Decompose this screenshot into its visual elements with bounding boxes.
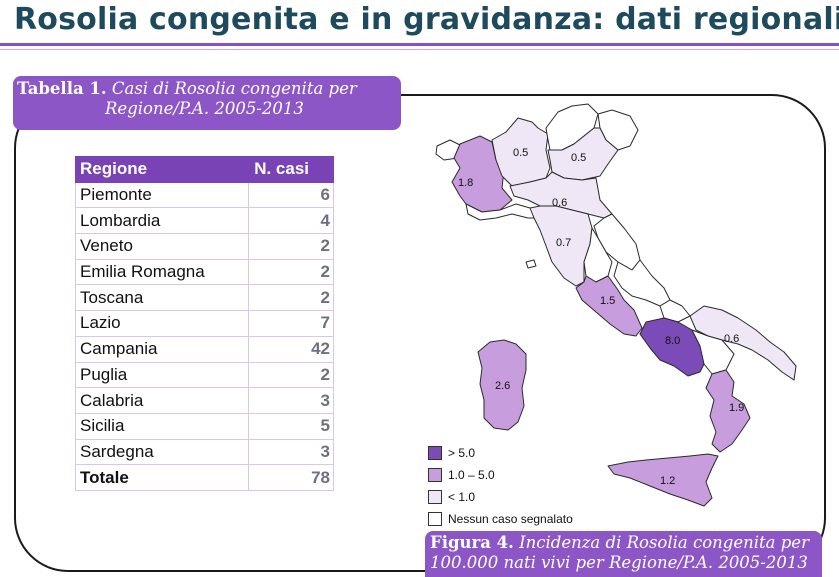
table-row: Emilia Romagna 2 xyxy=(75,258,334,286)
map-label-campania: 8.0 xyxy=(665,335,680,347)
legend-swatch xyxy=(428,446,442,460)
content-frame xyxy=(14,94,826,572)
figure-caption-line2: 100.000 nati vivi per Regione/P.A. 2005-… xyxy=(430,553,808,572)
region-cell: Lazio xyxy=(75,310,249,337)
total-label-cell: Totale xyxy=(75,464,249,491)
page-title: Rosolia congenita e in gravidanza: dati … xyxy=(14,2,839,37)
map-label-puglia: 0.6 xyxy=(724,333,739,345)
map-region-sicilia xyxy=(607,453,719,507)
legend-swatch xyxy=(428,490,442,504)
legend-item: < 1.0 xyxy=(428,486,573,508)
table-row: Toscana 2 xyxy=(75,284,334,312)
title-divider-thin xyxy=(0,49,839,50)
table-caption-line1: Casi di Rosolia congenita per xyxy=(111,79,357,98)
figure-caption: Figura 4. Incidenza di Rosolia congenita… xyxy=(425,531,822,577)
legend-item: Nessun caso segnalato xyxy=(428,508,573,530)
total-value-cell: 78 xyxy=(248,464,334,491)
table-row: Calabria 3 xyxy=(75,387,334,414)
cases-cell: 4 xyxy=(248,207,334,235)
map-label-sicilia: 1.2 xyxy=(660,475,675,487)
column-header-cases: N. casi xyxy=(248,156,334,183)
legend-label: 1.0 – 5.0 xyxy=(448,468,495,482)
figure-caption-line1: Incidenza di Rosolia congenita per xyxy=(519,533,809,552)
table-caption-line2: Regione/P.A. 2005-2013 xyxy=(105,99,304,118)
legend-swatch xyxy=(428,468,442,482)
map-region-toscana xyxy=(529,205,593,287)
table-caption-label: Tabella 1. xyxy=(17,79,107,98)
region-cell: Campania xyxy=(75,335,249,363)
table-caption: Tabella 1. Casi di Rosolia congenita per… xyxy=(13,76,401,130)
map-island-elba xyxy=(525,259,537,269)
map-region-lombardia xyxy=(491,117,551,187)
figure-caption-label: Figura 4. xyxy=(430,533,514,552)
legend-label: Nessun caso segnalato xyxy=(448,512,573,526)
region-cell: Calabria xyxy=(75,387,249,414)
cases-cell: 7 xyxy=(248,310,334,337)
map-label-piemonte: 1.8 xyxy=(458,177,473,189)
cases-cell: 3 xyxy=(248,387,334,414)
map-label-calabria: 1.9 xyxy=(729,402,744,414)
legend-item: 1.0 – 5.0 xyxy=(428,464,573,486)
table-total-row: Totale 78 xyxy=(75,464,334,491)
region-cell: Veneto xyxy=(75,233,249,260)
legend-label: < 1.0 xyxy=(448,490,476,504)
table-row: Sicilia 5 xyxy=(75,412,334,440)
map-region-liguria xyxy=(465,203,539,221)
cases-cell: 3 xyxy=(248,438,334,466)
region-cell: Emilia Romagna xyxy=(75,258,249,286)
cases-cell: 2 xyxy=(248,284,334,312)
region-cell: Puglia xyxy=(75,361,249,389)
cases-cell: 2 xyxy=(248,233,334,260)
region-cell: Sardegna xyxy=(75,438,249,466)
region-cell: Toscana xyxy=(75,284,249,312)
map-legend: > 5.0 1.0 – 5.0 < 1.0 Nessun caso segnal… xyxy=(428,442,573,530)
map-label-veneto: 0.5 xyxy=(571,152,586,164)
cases-cell: 42 xyxy=(248,335,334,363)
map-label-toscana: 0.7 xyxy=(556,237,571,249)
region-cell: Sicilia xyxy=(75,412,249,440)
column-header-region: Regione xyxy=(75,156,249,183)
cases-cell: 6 xyxy=(248,181,334,209)
table-row: Veneto 2 xyxy=(75,233,334,260)
table-row: Lazio 7 xyxy=(75,310,334,337)
title-divider xyxy=(0,43,839,46)
table-header-row: Regione N. casi xyxy=(75,156,334,183)
map-region-campania xyxy=(639,317,707,377)
table-row: Piemonte 6 xyxy=(75,181,334,209)
map-label-lombardia: 0.5 xyxy=(513,147,528,159)
map-region-sardegna xyxy=(477,339,527,431)
map-label-lazio: 1.5 xyxy=(600,295,615,307)
legend-swatch xyxy=(428,512,442,526)
legend-label: > 5.0 xyxy=(448,446,476,460)
map-region-lazio xyxy=(575,275,643,337)
map-region-calabria xyxy=(705,369,751,453)
cases-cell: 5 xyxy=(248,412,334,440)
table-row: Lombardia 4 xyxy=(75,207,334,235)
region-cell: Piemonte xyxy=(75,181,249,209)
table-row: Sardegna 3 xyxy=(75,438,334,466)
map-label-sardegna: 2.6 xyxy=(495,380,510,392)
cases-table: Regione N. casi Piemonte 6 Lombardia 4 Ven… xyxy=(75,156,334,491)
region-cell: Lombardia xyxy=(75,207,249,235)
italy-incidence-map: 0.5 0.5 1.8 0.6 0.7 1.5 8.0 0.6 2.6 1.9 … xyxy=(435,103,797,507)
table-row: Puglia 2 xyxy=(75,361,334,389)
cases-cell: 2 xyxy=(248,258,334,286)
table-row: Campania 42 xyxy=(75,335,334,363)
map-label-emilia: 0.6 xyxy=(552,197,567,209)
cases-cell: 2 xyxy=(248,361,334,389)
legend-item: > 5.0 xyxy=(428,442,573,464)
